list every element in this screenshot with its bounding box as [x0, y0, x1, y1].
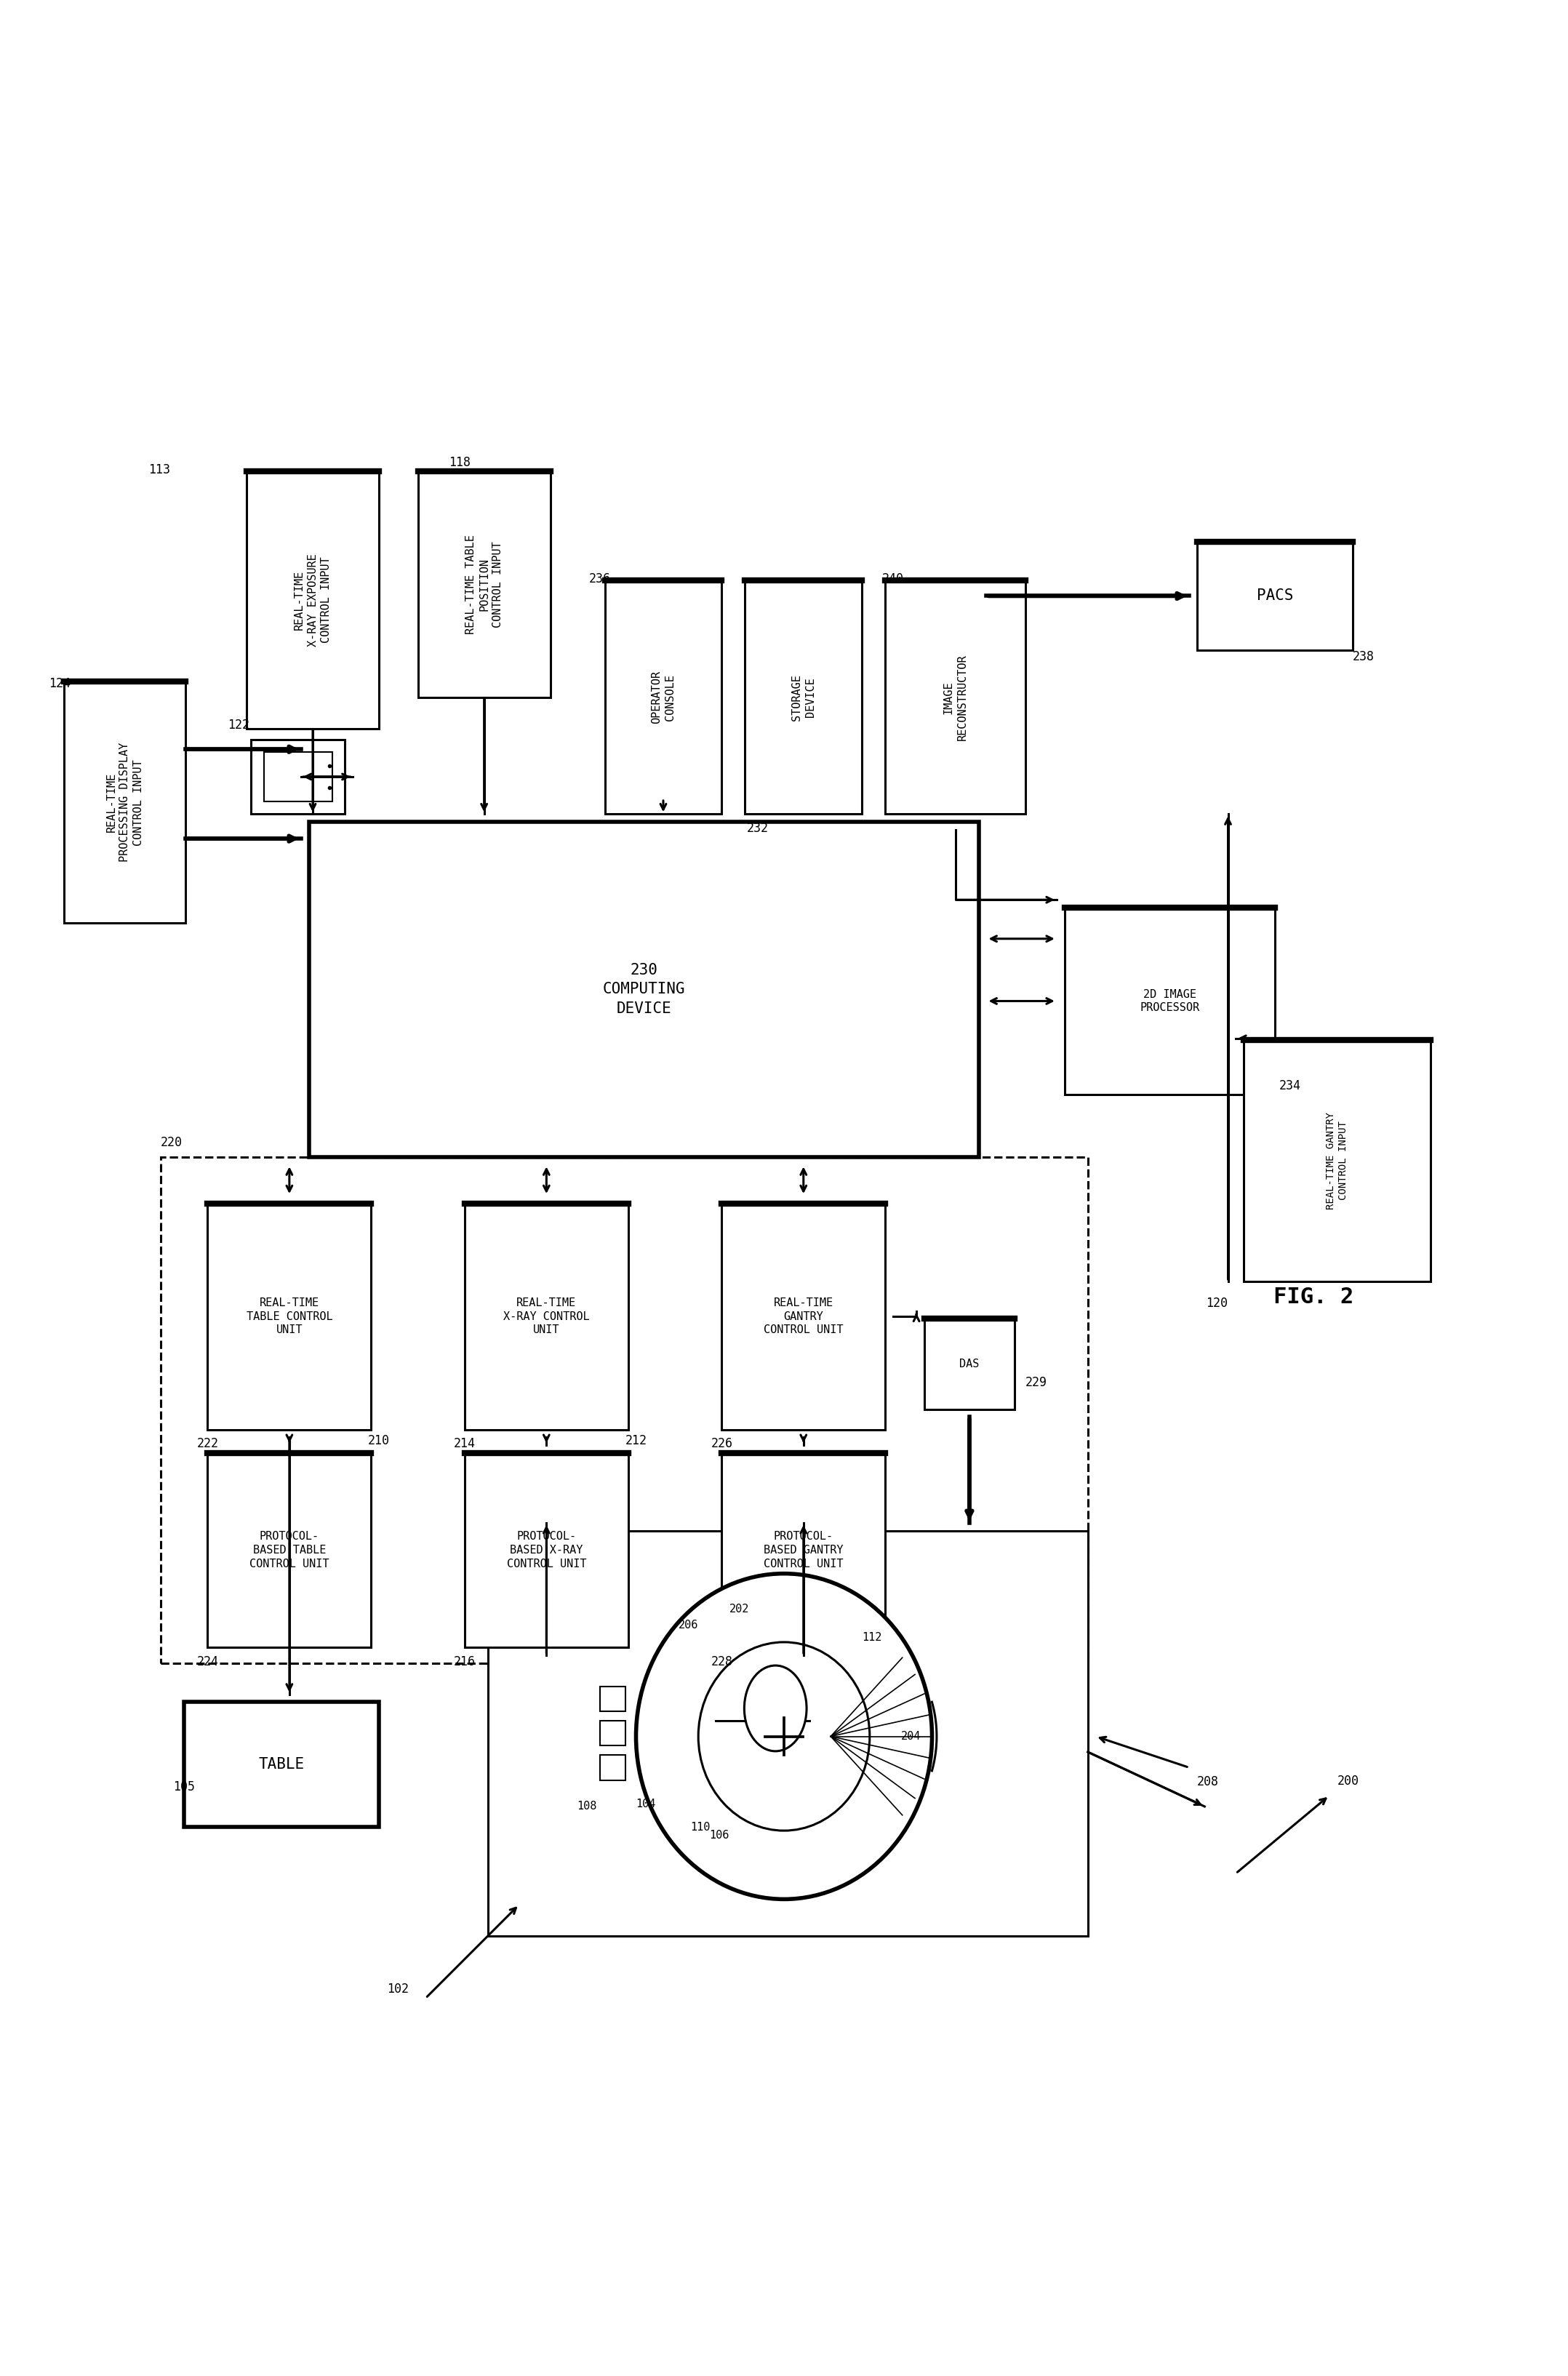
- Text: 120: 120: [1206, 1297, 1228, 1309]
- Text: DAS: DAS: [960, 1359, 980, 1369]
- Bar: [1243, 1041, 1430, 1281]
- Text: REAL-TIME GANTRY
CONTROL INPUT: REAL-TIME GANTRY CONTROL INPUT: [1325, 1112, 1348, 1209]
- Text: 102: 102: [387, 1982, 409, 1996]
- Text: 208: 208: [1196, 1775, 1218, 1789]
- Text: 204: 204: [902, 1732, 920, 1742]
- Text: IMAGE
RECONSTRUCTOR: IMAGE RECONSTRUCTOR: [942, 653, 967, 741]
- Text: REAL-TIME
TABLE CONTROL
UNIT: REAL-TIME TABLE CONTROL UNIT: [246, 1297, 332, 1335]
- Text: 110: 110: [690, 1822, 710, 1832]
- Text: 122: 122: [227, 718, 249, 732]
- Text: 234: 234: [1279, 1079, 1301, 1093]
- Text: 240: 240: [883, 573, 905, 587]
- Ellipse shape: [698, 1642, 870, 1830]
- Text: 236: 236: [590, 573, 612, 587]
- Text: REAL-TIME
X-RAY EXPOSURE
CONTROL INPUT: REAL-TIME X-RAY EXPOSURE CONTROL INPUT: [293, 554, 332, 646]
- Bar: [745, 580, 862, 815]
- Text: 108: 108: [577, 1801, 597, 1813]
- Text: 206: 206: [679, 1620, 698, 1630]
- Text: REAL-TIME
PROCESSING DISPLAY
CONTROL INPUT: REAL-TIME PROCESSING DISPLAY CONTROL INP…: [107, 744, 144, 862]
- Bar: [1196, 542, 1353, 651]
- Bar: [605, 580, 721, 815]
- Text: STORAGE
DEVICE: STORAGE DEVICE: [792, 675, 815, 720]
- Text: 106: 106: [710, 1830, 729, 1841]
- Bar: [251, 739, 345, 815]
- Text: FIG. 2: FIG. 2: [1273, 1285, 1353, 1307]
- Text: 214: 214: [453, 1437, 475, 1449]
- Bar: [464, 1205, 629, 1430]
- Text: 124: 124: [49, 677, 71, 689]
- Bar: [64, 682, 185, 924]
- Text: 202: 202: [729, 1604, 750, 1616]
- Bar: [207, 1452, 372, 1647]
- Text: 112: 112: [862, 1632, 881, 1642]
- Text: PROTOCOL-
BASED X-RAY
CONTROL UNIT: PROTOCOL- BASED X-RAY CONTROL UNIT: [506, 1530, 586, 1568]
- Bar: [721, 1452, 886, 1647]
- Text: 105: 105: [174, 1780, 194, 1794]
- Text: 113: 113: [149, 463, 171, 478]
- Bar: [207, 1205, 372, 1430]
- Text: PROTOCOL-
BASED GANTRY
CONTROL UNIT: PROTOCOL- BASED GANTRY CONTROL UNIT: [764, 1530, 844, 1568]
- Bar: [246, 470, 379, 729]
- Text: 104: 104: [637, 1799, 655, 1811]
- Bar: [419, 470, 550, 696]
- Ellipse shape: [637, 1573, 931, 1898]
- Text: 118: 118: [448, 456, 470, 468]
- Bar: [162, 1157, 1088, 1663]
- Bar: [263, 751, 332, 801]
- Text: 229: 229: [1025, 1376, 1047, 1390]
- Text: OPERATOR
CONSOLE: OPERATOR CONSOLE: [651, 670, 676, 725]
- Text: 2D IMAGE
PROCESSOR: 2D IMAGE PROCESSOR: [1140, 988, 1200, 1012]
- Text: 224: 224: [196, 1656, 218, 1668]
- Text: 230
COMPUTING
DEVICE: 230 COMPUTING DEVICE: [602, 962, 685, 1017]
- Text: 216: 216: [453, 1656, 475, 1668]
- Bar: [1065, 908, 1275, 1095]
- Bar: [183, 1701, 379, 1827]
- Bar: [601, 1687, 626, 1711]
- Text: 222: 222: [196, 1437, 218, 1449]
- Text: 212: 212: [626, 1435, 648, 1447]
- Bar: [309, 822, 978, 1157]
- Text: 232: 232: [746, 822, 768, 834]
- Text: PROTOCOL-
BASED TABLE
CONTROL UNIT: PROTOCOL- BASED TABLE CONTROL UNIT: [249, 1530, 329, 1568]
- Bar: [886, 580, 1025, 815]
- Text: REAL-TIME TABLE
POSITION
CONTROL INPUT: REAL-TIME TABLE POSITION CONTROL INPUT: [466, 535, 503, 634]
- Text: 238: 238: [1353, 651, 1375, 663]
- Text: REAL-TIME
GANTRY
CONTROL UNIT: REAL-TIME GANTRY CONTROL UNIT: [764, 1297, 844, 1335]
- Ellipse shape: [745, 1666, 806, 1751]
- Bar: [488, 1530, 1088, 1936]
- Text: PACS: PACS: [1256, 589, 1294, 604]
- Text: TABLE: TABLE: [259, 1758, 304, 1772]
- Text: 228: 228: [710, 1656, 732, 1668]
- Bar: [601, 1756, 626, 1780]
- Bar: [721, 1205, 886, 1430]
- Bar: [924, 1319, 1014, 1409]
- Text: 220: 220: [162, 1136, 182, 1150]
- Text: 226: 226: [710, 1437, 732, 1449]
- Bar: [601, 1720, 626, 1746]
- Bar: [464, 1452, 629, 1647]
- Text: 210: 210: [368, 1435, 390, 1447]
- Text: REAL-TIME
X-RAY CONTROL
UNIT: REAL-TIME X-RAY CONTROL UNIT: [503, 1297, 590, 1335]
- Text: 200: 200: [1338, 1775, 1359, 1787]
